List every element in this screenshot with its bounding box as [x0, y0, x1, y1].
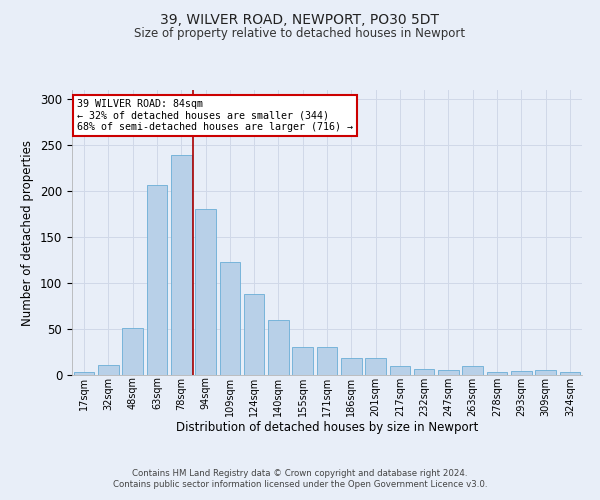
Bar — [146, 184, 167, 375]
Bar — [487, 372, 508, 375]
Bar — [414, 370, 434, 375]
Bar — [341, 358, 362, 375]
Text: Contains HM Land Registry data © Crown copyright and database right 2024.: Contains HM Land Registry data © Crown c… — [132, 468, 468, 477]
Text: 39, WILVER ROAD, NEWPORT, PO30 5DT: 39, WILVER ROAD, NEWPORT, PO30 5DT — [161, 12, 439, 26]
Bar — [220, 262, 240, 375]
Text: Size of property relative to detached houses in Newport: Size of property relative to detached ho… — [134, 28, 466, 40]
Text: Contains public sector information licensed under the Open Government Licence v3: Contains public sector information licen… — [113, 480, 487, 489]
Bar — [292, 346, 313, 375]
Bar — [74, 372, 94, 375]
Bar — [511, 372, 532, 375]
Bar — [365, 358, 386, 375]
Bar — [389, 366, 410, 375]
Bar — [317, 346, 337, 375]
Y-axis label: Number of detached properties: Number of detached properties — [22, 140, 34, 326]
Bar — [438, 370, 459, 375]
Text: 39 WILVER ROAD: 84sqm
← 32% of detached houses are smaller (344)
68% of semi-det: 39 WILVER ROAD: 84sqm ← 32% of detached … — [77, 98, 353, 132]
Bar — [122, 328, 143, 375]
Bar — [98, 365, 119, 375]
Bar — [560, 372, 580, 375]
Bar — [535, 370, 556, 375]
Bar — [268, 320, 289, 375]
Bar — [244, 294, 265, 375]
Bar — [463, 366, 483, 375]
X-axis label: Distribution of detached houses by size in Newport: Distribution of detached houses by size … — [176, 422, 478, 434]
Bar — [171, 156, 191, 375]
Bar — [195, 208, 216, 375]
